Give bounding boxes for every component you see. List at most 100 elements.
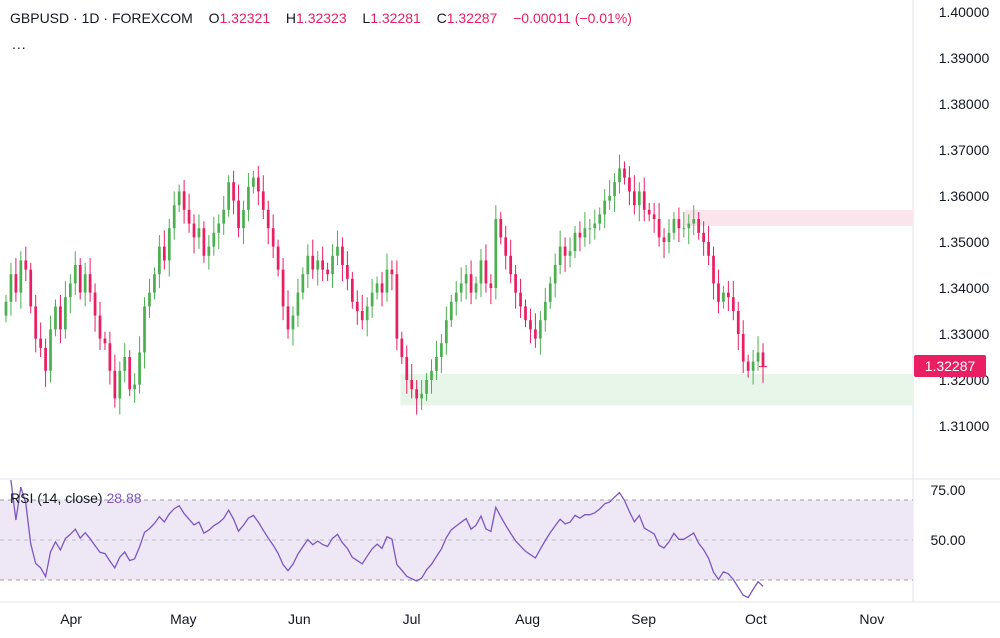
candle bbox=[281, 258, 285, 321]
candle-body bbox=[19, 260, 23, 293]
price-tick-label: 1.35000 bbox=[939, 234, 990, 250]
candle-body bbox=[415, 389, 419, 399]
candle bbox=[499, 212, 503, 245]
candle bbox=[756, 336, 760, 371]
legend-symbol[interactable]: GBPUSD bbox=[10, 10, 70, 26]
candle-body bbox=[474, 283, 478, 293]
price-tick-label: 1.38000 bbox=[939, 96, 990, 112]
candle-body bbox=[133, 384, 137, 390]
candle-body bbox=[29, 269, 33, 307]
candle bbox=[464, 265, 468, 300]
candle-body bbox=[232, 182, 235, 201]
rsi-tick-label: 50.00 bbox=[930, 532, 965, 548]
candle-body bbox=[642, 191, 646, 210]
candle bbox=[746, 354, 750, 378]
candle-body bbox=[355, 301, 359, 311]
candle-body bbox=[39, 338, 42, 348]
symbol-legend: GBPUSD · 1D · FOREXCOM O1.32321 H1.32323… bbox=[10, 10, 632, 26]
candle-body bbox=[162, 246, 166, 261]
time-tick-label: Jun bbox=[288, 611, 311, 627]
candle-body bbox=[736, 311, 740, 334]
candle bbox=[232, 170, 235, 215]
candle bbox=[360, 294, 364, 330]
candle bbox=[504, 225, 508, 270]
candle-body bbox=[400, 338, 404, 357]
rsi-label[interactable]: RSI (14, close) bbox=[10, 490, 103, 506]
candle-body bbox=[746, 361, 750, 371]
candle-body bbox=[702, 232, 705, 242]
more-options-button[interactable]: ... bbox=[12, 36, 27, 52]
change-value: −0.00011 bbox=[513, 10, 571, 26]
candle-body bbox=[296, 292, 300, 316]
candle bbox=[64, 281, 67, 339]
candle bbox=[365, 297, 369, 337]
candle-body bbox=[628, 177, 631, 192]
candle bbox=[538, 311, 542, 355]
rsi-line bbox=[10, 479, 764, 599]
candle-body bbox=[281, 269, 285, 307]
candle bbox=[613, 173, 616, 213]
candle-body bbox=[261, 191, 265, 210]
candle bbox=[588, 219, 592, 245]
candle-body bbox=[637, 191, 641, 206]
candle bbox=[415, 380, 419, 415]
candle-body bbox=[237, 200, 240, 229]
candle-body bbox=[588, 228, 592, 230]
candle bbox=[751, 350, 755, 385]
candle-body bbox=[519, 292, 522, 307]
candle bbox=[603, 189, 607, 229]
candle-body bbox=[435, 357, 438, 371]
candle-body bbox=[24, 260, 28, 270]
high-value: 1.32323 bbox=[296, 10, 347, 26]
candle-body bbox=[751, 361, 755, 371]
candle-body bbox=[222, 209, 226, 224]
candle-body bbox=[59, 306, 62, 330]
candle-body bbox=[113, 370, 117, 399]
candle bbox=[578, 221, 582, 252]
candle-body bbox=[54, 306, 57, 330]
candle bbox=[59, 294, 62, 344]
candle bbox=[217, 214, 221, 249]
candle-body bbox=[14, 274, 18, 293]
candle-body bbox=[543, 301, 547, 321]
candle-body bbox=[192, 223, 196, 238]
candle-body bbox=[336, 246, 339, 256]
candle-body bbox=[608, 196, 611, 201]
candle-body bbox=[286, 306, 290, 330]
candle bbox=[425, 373, 428, 401]
candle-body bbox=[613, 182, 616, 196]
candle-body bbox=[578, 232, 582, 238]
candle-body bbox=[316, 260, 320, 270]
candle bbox=[39, 322, 42, 357]
candle-body bbox=[623, 168, 626, 178]
candle bbox=[514, 265, 517, 309]
candle bbox=[98, 301, 102, 351]
candle bbox=[192, 214, 196, 254]
candle-body bbox=[252, 177, 255, 187]
candle bbox=[489, 274, 493, 305]
candle bbox=[380, 271, 384, 307]
legend-interval[interactable]: 1D bbox=[81, 10, 100, 26]
candle-body bbox=[618, 168, 621, 183]
close-label: C bbox=[436, 10, 447, 26]
candle bbox=[405, 345, 409, 394]
candle-body bbox=[370, 292, 374, 307]
candle bbox=[608, 179, 611, 210]
candle-body bbox=[420, 393, 423, 399]
candle-body bbox=[64, 297, 67, 330]
candle bbox=[271, 214, 275, 259]
candle bbox=[83, 262, 87, 307]
candle bbox=[623, 161, 626, 185]
candle-body bbox=[722, 292, 725, 302]
time-tick-label: Nov bbox=[859, 611, 884, 627]
candle bbox=[375, 276, 379, 300]
candle-body bbox=[138, 352, 141, 385]
candle bbox=[113, 354, 117, 408]
candle bbox=[410, 363, 414, 399]
candle-body bbox=[707, 242, 710, 256]
candle bbox=[24, 246, 28, 282]
candle-body bbox=[583, 228, 587, 238]
change-percent: (−0.01%) bbox=[574, 10, 632, 26]
candle-body bbox=[44, 347, 47, 371]
